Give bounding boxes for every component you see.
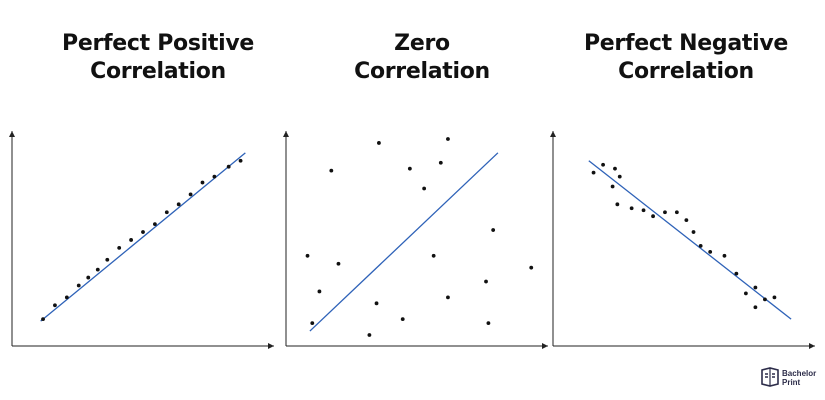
zero-data-point-11: [374, 301, 379, 306]
positive-data-point-7: [117, 245, 122, 250]
zero-data-point-1: [377, 141, 381, 145]
x-axis-arrow-icon: [809, 343, 815, 349]
y-axis-arrow-icon: [283, 131, 289, 137]
chart-title-line: Zero: [394, 31, 450, 56]
zero-data-point-2: [422, 186, 427, 191]
y-axis-arrow-icon: [9, 131, 15, 137]
x-axis-arrow-icon: [542, 343, 548, 349]
positive-data-point-6: [105, 257, 110, 262]
positive-data-point-2: [64, 295, 69, 300]
positive-data-point-11: [164, 210, 169, 215]
zero-data-point-16: [400, 317, 405, 322]
negative-data-point-8: [651, 214, 655, 219]
negative-data-point-0: [591, 170, 596, 175]
negative-data-point-18: [753, 305, 758, 310]
chart-title-negative: Perfect Negative Correlation: [556, 30, 816, 86]
zero-data-point-15: [310, 321, 315, 326]
negative-data-point-7: [641, 208, 646, 213]
negative-data-point-2: [613, 166, 617, 171]
negative-data-point-6: [629, 206, 634, 211]
positive-data-point-3: [76, 283, 81, 288]
negative-data-point-17: [743, 291, 748, 296]
chart-title-line: Correlation: [90, 59, 226, 84]
book-logo-icon: [761, 367, 779, 387]
zero-data-point-17: [367, 333, 372, 337]
zero-data-point-9: [336, 261, 341, 266]
zero-data-point-6: [491, 228, 496, 232]
chart-title-line: Perfect Negative: [583, 31, 789, 56]
positive-data-point-5: [95, 267, 100, 272]
watermark-line: Print: [782, 378, 801, 387]
positive-data-point-8: [129, 238, 133, 242]
zero-data-point-12: [446, 295, 450, 300]
positive-data-point-14: [200, 180, 205, 185]
zero-correlation-chart: [283, 131, 548, 349]
negative-data-point-1: [601, 162, 605, 167]
zero-data-point-14: [529, 265, 534, 270]
negative-trend-line: [588, 160, 792, 320]
chart-title-line: Perfect Positive: [62, 31, 254, 56]
zero-data-point-13: [484, 279, 488, 284]
negative-data-point-4: [610, 184, 615, 189]
positive-data-point-16: [226, 164, 231, 169]
zero-data-point-0: [329, 168, 334, 173]
zero-data-point-7: [431, 253, 436, 258]
positive-data-point-12: [176, 202, 181, 207]
zero-data-point-5: [446, 137, 450, 141]
zero-data-point-8: [305, 253, 310, 258]
zero-data-point-3: [407, 166, 412, 171]
positive-data-point-1: [53, 303, 57, 308]
chart-title-positive: Perfect Positive Correlation: [28, 30, 288, 86]
positive-trend-line: [40, 152, 246, 322]
negative-data-point-9: [663, 210, 667, 215]
negative-data-point-10: [674, 210, 679, 215]
x-axis-arrow-icon: [268, 343, 274, 349]
negative-data-point-15: [722, 253, 727, 258]
bachelorprint-watermark: Bachelor Print: [760, 366, 822, 392]
positive-correlation-chart: [9, 131, 274, 349]
y-axis-arrow-icon: [550, 131, 556, 137]
positive-data-point-10: [153, 222, 157, 227]
negative-data-point-11: [684, 218, 689, 223]
negative-data-point-20: [763, 297, 767, 302]
positive-data-point-17: [238, 158, 243, 163]
positive-data-point-15: [212, 174, 217, 179]
zero-data-point-18: [486, 321, 491, 326]
negative-data-point-19: [753, 285, 758, 290]
negative-data-point-16: [734, 271, 739, 276]
watermark-line: Bachelor: [782, 369, 817, 378]
negative-data-point-21: [772, 295, 777, 300]
chart-title-zero: Zero Correlation: [292, 30, 552, 86]
chart-title-line: Correlation: [354, 59, 490, 84]
zero-data-point-10: [317, 289, 322, 294]
positive-data-point-13: [188, 192, 193, 197]
negative-data-point-14: [708, 249, 713, 254]
positive-data-point-4: [86, 275, 91, 280]
negative-data-point-3: [617, 174, 622, 179]
zero-trend-line: [309, 152, 499, 332]
zero-data-point-4: [438, 160, 443, 165]
positive-data-point-9: [141, 230, 145, 234]
negative-correlation-chart: [550, 131, 815, 349]
negative-data-point-12: [691, 230, 696, 234]
negative-data-point-13: [698, 244, 703, 248]
positive-data-point-0: [41, 317, 45, 322]
watermark-text: Bachelor Print: [782, 369, 816, 387]
chart-title-line: Correlation: [618, 59, 754, 84]
negative-data-point-5: [615, 202, 620, 207]
